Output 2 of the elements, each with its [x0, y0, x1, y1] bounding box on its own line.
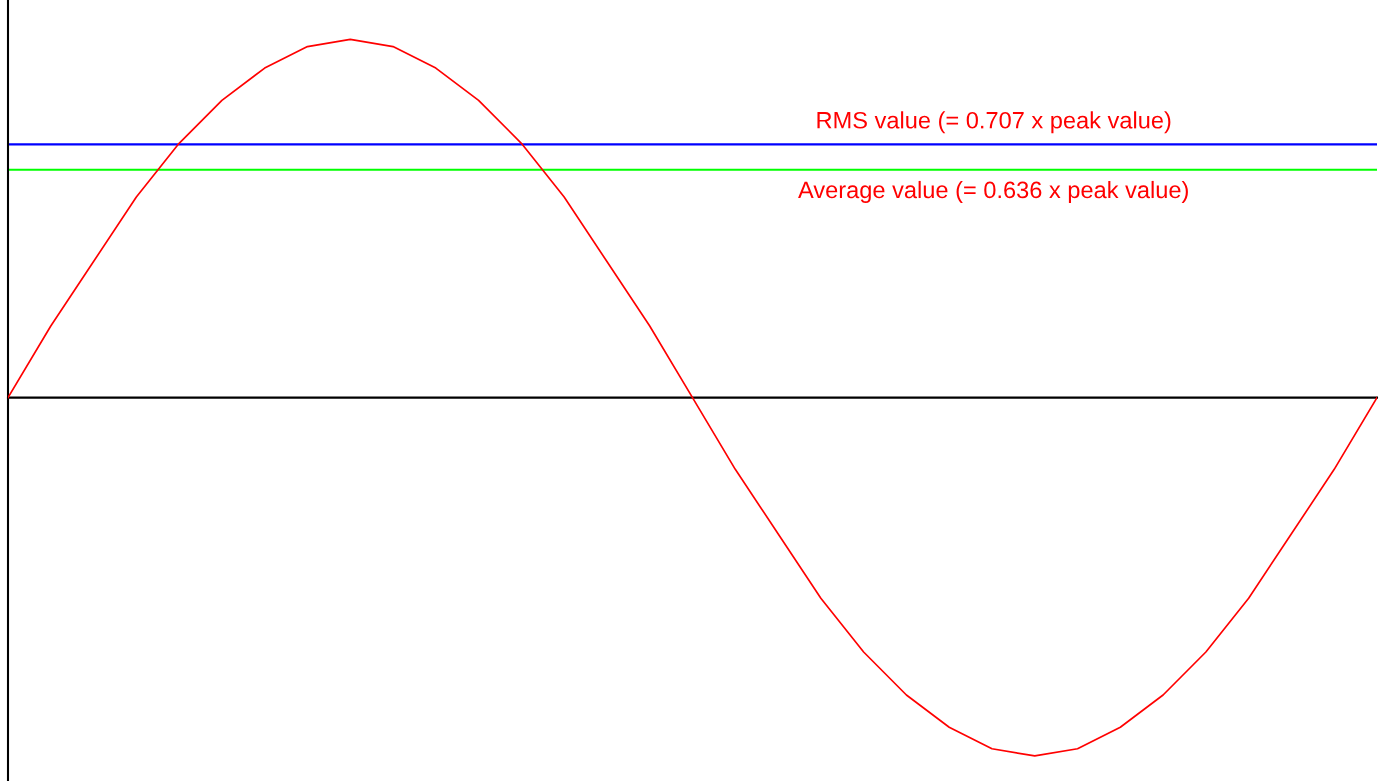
ref-line-label: Average value (= 0.636 x peak value) [798, 180, 1188, 203]
ref-line-label: RMS value (= 0.707 x peak value) [817, 111, 1171, 134]
